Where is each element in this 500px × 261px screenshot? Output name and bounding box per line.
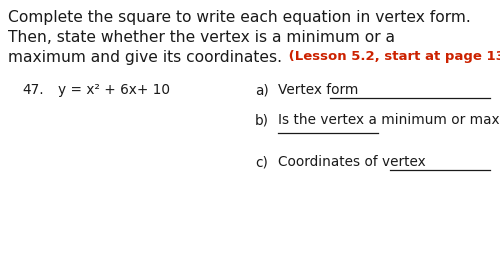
Text: a): a) (255, 83, 269, 97)
Text: Is the vertex a minimum or maximum?: Is the vertex a minimum or maximum? (278, 113, 500, 127)
Text: Vertex form: Vertex form (278, 83, 363, 97)
Text: 47.: 47. (22, 83, 44, 97)
Text: y = x² + 6x+ 10: y = x² + 6x+ 10 (58, 83, 170, 97)
Text: c): c) (255, 155, 268, 169)
Text: b): b) (255, 113, 269, 127)
Text: Complete the square to write each equation in vertex form.: Complete the square to write each equati… (8, 10, 471, 25)
Text: (Lesson 5.2, start at page 13): (Lesson 5.2, start at page 13) (284, 50, 500, 63)
Text: maximum and give its coordinates.: maximum and give its coordinates. (8, 50, 282, 65)
Text: Coordinates of vertex: Coordinates of vertex (278, 155, 430, 169)
Text: Then, state whether the vertex is a minimum or a: Then, state whether the vertex is a mini… (8, 30, 395, 45)
